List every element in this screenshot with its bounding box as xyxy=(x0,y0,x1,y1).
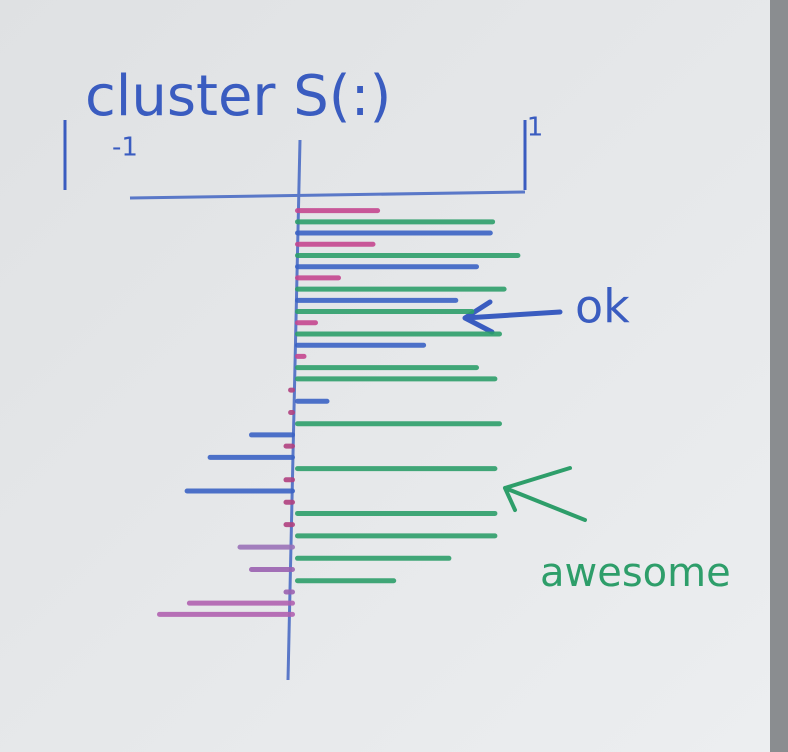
bar xyxy=(295,297,459,303)
bar xyxy=(283,443,295,449)
bar xyxy=(207,454,295,460)
bar xyxy=(295,286,507,292)
bar xyxy=(295,533,498,539)
bar xyxy=(157,611,295,617)
bar xyxy=(184,488,295,494)
bar xyxy=(295,353,307,359)
bar xyxy=(249,432,295,438)
bar xyxy=(295,275,341,281)
x-axis xyxy=(129,190,526,200)
bar xyxy=(295,264,479,270)
bar xyxy=(295,510,498,516)
bar xyxy=(295,398,330,404)
arrow-awesome xyxy=(503,466,587,522)
bar xyxy=(295,309,475,315)
bar xyxy=(295,466,498,472)
bar xyxy=(237,544,295,550)
bar xyxy=(283,522,295,528)
bar xyxy=(295,342,427,348)
bar xyxy=(295,208,381,214)
bar xyxy=(295,555,452,561)
bar xyxy=(295,365,479,371)
bar xyxy=(288,387,295,393)
bar xyxy=(288,410,295,415)
bar xyxy=(295,376,498,382)
bar xyxy=(283,589,295,595)
bar xyxy=(295,219,496,225)
board xyxy=(0,0,770,752)
bar xyxy=(283,499,295,505)
bar xyxy=(295,252,521,258)
x-tick-label: 1 xyxy=(527,113,544,143)
chart-title: cluster S(:) xyxy=(85,64,391,129)
bar xyxy=(295,230,493,236)
arrow-ok xyxy=(462,299,563,335)
bar xyxy=(295,241,376,247)
bar xyxy=(295,320,318,326)
x-tick-label: -1 xyxy=(112,133,138,163)
bar xyxy=(295,421,502,427)
bar xyxy=(295,578,397,584)
bar xyxy=(249,567,295,573)
annotation: awesome xyxy=(540,550,731,596)
annotation: ok xyxy=(575,280,630,334)
bar xyxy=(186,600,295,606)
bar xyxy=(295,331,502,337)
board-edge xyxy=(770,0,788,752)
bar xyxy=(283,477,295,483)
